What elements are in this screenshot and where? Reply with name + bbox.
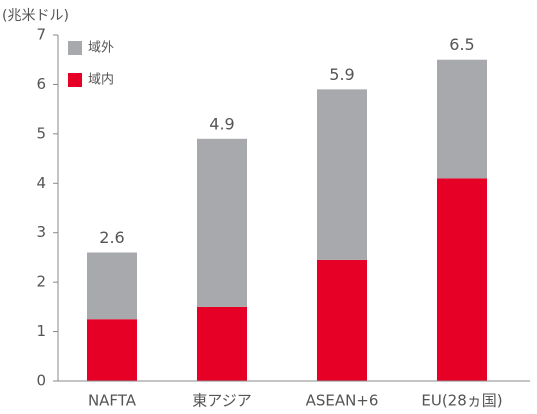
bar-segment bbox=[197, 306, 247, 381]
total-label: 4.9 bbox=[209, 114, 234, 133]
y-tick-label: 4 bbox=[36, 174, 46, 192]
x-tick-label: ASEAN+6 bbox=[306, 392, 379, 410]
bar-segment bbox=[317, 259, 367, 381]
y-tick-label: 5 bbox=[36, 124, 46, 142]
y-tick-label: 7 bbox=[36, 26, 46, 44]
bar-segment bbox=[437, 178, 487, 381]
bar-segment bbox=[437, 59, 487, 179]
bar-segment bbox=[197, 138, 247, 307]
x-tick-label: EU(28ヵ国) bbox=[421, 392, 502, 410]
legend-swatch bbox=[68, 73, 82, 87]
y-tick-label: 0 bbox=[36, 372, 46, 390]
total-label: 6.5 bbox=[449, 35, 474, 54]
total-label: 2.6 bbox=[99, 228, 124, 247]
legend-label: 域内 bbox=[88, 72, 114, 88]
total-label: 5.9 bbox=[329, 65, 354, 84]
y-tick-label: 6 bbox=[36, 75, 46, 93]
y-tick-label: 3 bbox=[36, 223, 46, 241]
y-tick-label: 1 bbox=[36, 322, 46, 340]
x-tick-label: 東アジア bbox=[192, 392, 251, 410]
y-axis-label: (兆米ドル) bbox=[2, 8, 69, 24]
x-tick-label: NAFTA bbox=[88, 392, 137, 410]
bar-segment bbox=[317, 89, 367, 260]
bar-segment bbox=[87, 252, 137, 320]
legend-label: 域外 bbox=[88, 41, 114, 56]
y-tick-label: 2 bbox=[36, 273, 46, 291]
legend-swatch bbox=[68, 41, 82, 55]
bar-segment bbox=[87, 319, 137, 381]
